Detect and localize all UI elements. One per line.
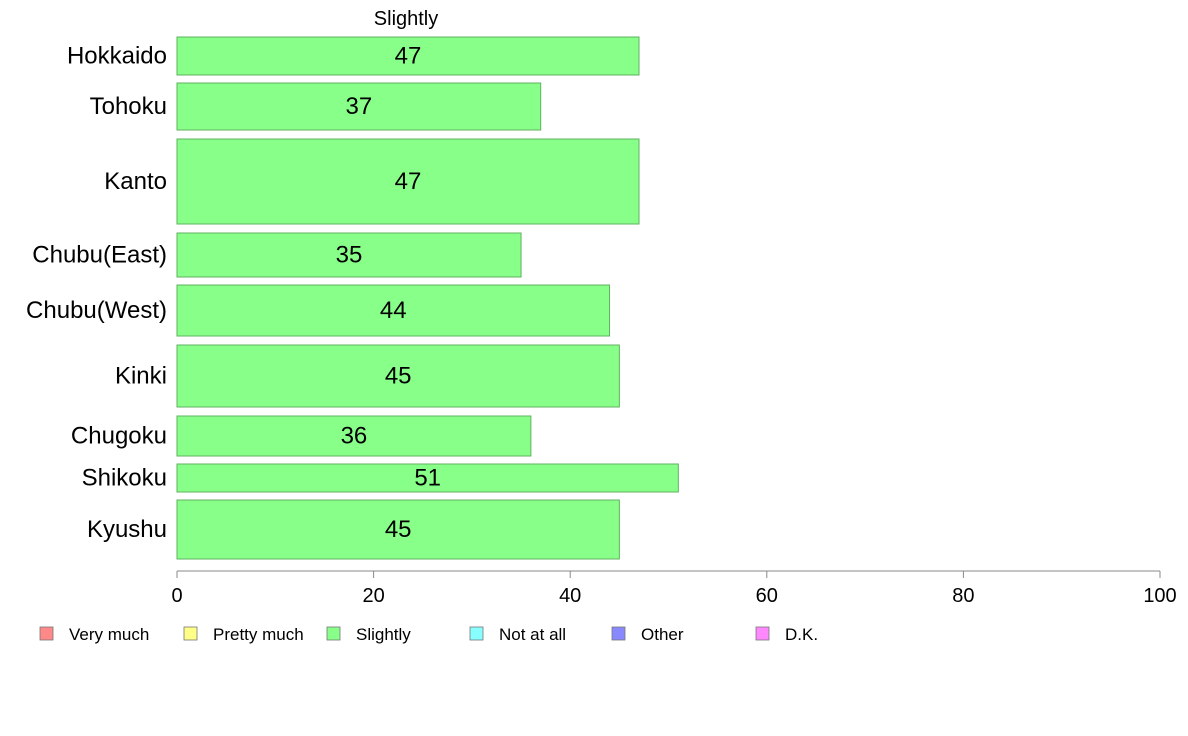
legend-swatch [755,626,770,641]
category-label: Kyushu [87,516,167,543]
category-label: Kanto [104,168,167,195]
legend-swatch [183,626,198,641]
category-label: Kinki [115,363,167,390]
value-label: 45 [385,516,412,543]
legend-swatch [326,626,341,641]
bars-group: Hokkaido 47 Tohoku 37 Kanto 47 Chubu(East) 35 Ch… [26,36,679,560]
x-tick-label: 40 [559,585,581,607]
category-label: Tohoku [90,93,167,120]
bar-kanto [176,138,640,225]
x-tick-label: 100 [1143,585,1176,607]
x-axis: 0 20 40 60 80 100 [171,570,1177,607]
category-label: Hokkaido [67,43,167,70]
chart-title: Slightly [374,8,438,30]
x-tick-label: 0 [171,585,182,607]
x-tick-label: 20 [362,585,384,607]
value-label: 47 [395,168,422,195]
legend-label: Not at all [499,625,566,644]
legend-label: Very much [69,625,149,644]
legend-swatch [469,626,484,641]
legend-swatch [39,626,54,641]
bar-hokkaido [176,36,640,76]
value-label: 51 [414,465,441,492]
bar-chubu-west- [176,284,611,337]
value-label: 37 [346,93,373,120]
bar-chubu-east- [176,232,522,278]
x-tick-label: 80 [952,585,974,607]
value-label: 45 [385,363,412,390]
bar-kinki [176,344,620,408]
legend-label: Slightly [356,625,411,644]
legend-label: Other [641,625,684,644]
bar-kyushu [176,499,620,560]
legend: Very much Pretty much Slightly Not at all Ot… [39,625,818,644]
category-label: Shikoku [82,465,167,492]
category-label: Chugoku [71,423,167,450]
value-label: 44 [380,297,407,324]
legend-swatch [611,626,626,641]
bar-shikoku [176,463,679,493]
x-tick-label: 60 [756,585,778,607]
legend-label: Pretty much [213,625,304,644]
legend-label: D.K. [785,625,818,644]
value-label: 36 [341,423,368,450]
value-label: 35 [336,242,363,269]
bar-chugoku [176,415,532,457]
bar-tohoku [176,82,542,131]
category-label: Chubu(West) [26,297,167,324]
category-label: Chubu(East) [32,242,167,269]
value-label: 47 [395,43,422,70]
